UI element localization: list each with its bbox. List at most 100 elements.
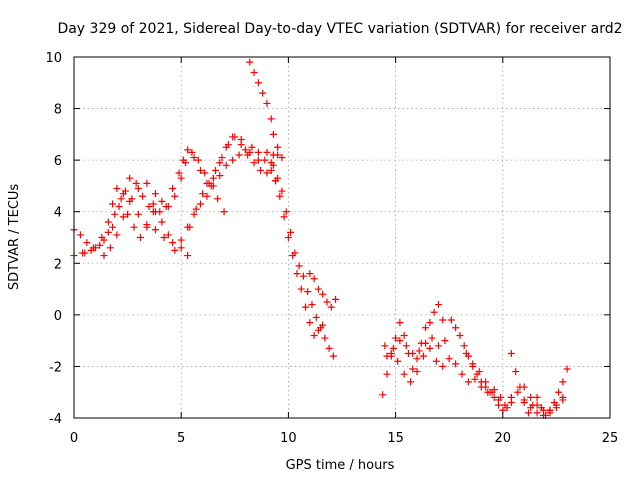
y-tick-label: 4 [54,206,62,221]
data-point [130,223,138,231]
data-point [248,143,256,151]
data-point [224,141,232,149]
data-point [332,295,340,303]
data-point [113,231,121,239]
data-point [284,234,292,241]
y-tick-label: 8 [54,103,62,118]
data-point [109,200,117,208]
data-point [306,319,314,327]
x-tick-label: 0 [70,431,78,446]
data-point [76,231,84,239]
data-point [192,205,200,213]
data-point [387,350,395,358]
data-point [267,159,275,167]
x-tick-label: 20 [495,431,512,446]
x-axis-label: GPS time / hours [286,458,395,473]
data-point [471,375,479,383]
data-point [310,331,318,339]
data-point [184,252,192,260]
data-point [439,362,447,370]
data-point [419,352,427,360]
y-tick-label: -4 [49,412,62,427]
data-point [169,185,177,193]
data-point [113,185,121,193]
data-point [83,239,91,247]
data-point [563,365,571,373]
data-point [237,141,245,149]
data-point [242,146,250,154]
data-point [293,270,301,278]
data-point [274,174,282,182]
data-point [308,301,316,309]
data-point [162,203,170,211]
data-point [257,166,265,174]
data-point [533,401,541,409]
data-point [452,360,460,368]
data-point [383,370,391,378]
data-point [175,169,183,177]
data-point [263,148,271,156]
data-point [400,370,408,378]
data-point [216,159,224,167]
data-point [209,174,217,182]
data-point [546,409,554,417]
data-point [190,210,198,218]
data-point [111,210,119,218]
data-point [383,352,391,360]
data-point [274,151,282,159]
data-point [306,270,314,278]
data-point [100,252,108,260]
data-point [475,368,483,376]
data-point [109,223,117,231]
data-point [151,226,159,234]
data-point [314,285,322,293]
data-point [196,166,204,174]
data-point [98,234,106,241]
data-point [89,244,97,252]
data-point [149,208,157,216]
data-point [321,334,329,342]
data-point [389,344,397,352]
data-point [310,275,318,283]
data-point [179,156,187,164]
data-point [394,357,402,365]
x-tick-labels: 0 5 10 15 20 25 [70,431,618,446]
data-point [235,151,243,159]
x-tick-label: 15 [387,431,404,446]
data-point [447,316,455,324]
data-point [287,228,295,236]
data-point [525,409,533,417]
data-point [312,313,320,321]
data-point [218,154,226,162]
data-point [250,68,258,76]
data-point [396,319,404,327]
y-tick-label: 10 [45,51,62,66]
data-point [456,331,464,339]
data-point [119,213,127,221]
data-point [432,357,440,365]
data-point [203,192,211,200]
data-point [280,213,288,221]
data-point [396,337,404,345]
data-point [158,197,166,205]
y-tick-label: 0 [54,309,62,324]
data-point [151,190,159,198]
data-point [209,182,217,190]
data-point [263,99,271,107]
data-point [304,288,312,296]
data-point [520,383,528,391]
data-point [422,324,430,332]
data-point [212,166,220,174]
data-point [254,148,262,156]
data-point [190,154,198,162]
data-point [550,399,558,407]
data-point [231,133,239,141]
data-point [126,197,134,205]
data-point [482,378,490,386]
data-point [464,378,472,386]
data-point [415,347,423,355]
data-point [507,393,515,401]
data-point [325,344,333,352]
data-point [194,156,202,164]
